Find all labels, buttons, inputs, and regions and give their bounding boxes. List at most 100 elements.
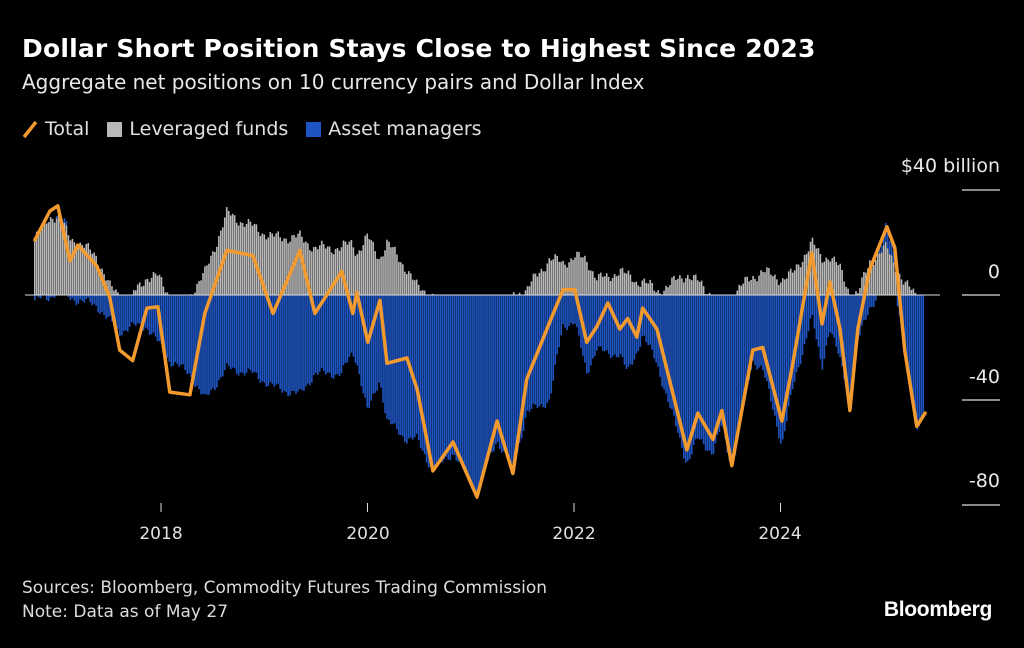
bar-leveraged-funds (635, 281, 638, 295)
bar-leveraged-funds (407, 271, 410, 295)
bar-asset-managers (344, 295, 347, 364)
y-tick-label: -40 (968, 366, 1000, 388)
bar-asset-managers (134, 295, 137, 326)
bar-asset-managers (487, 295, 489, 461)
bar-asset-managers (309, 295, 311, 386)
bar-leveraged-funds (269, 231, 272, 295)
bar-asset-managers (119, 295, 121, 336)
bar-leveraged-funds (81, 244, 84, 295)
bar-leveraged-funds (419, 290, 422, 295)
note-text: Note: Data as of May 27 (22, 602, 229, 622)
bar-leveraged-funds (144, 279, 147, 295)
bar-asset-managers (469, 295, 471, 483)
bar-leveraged-funds (613, 274, 616, 295)
bar-leveraged-funds (152, 272, 155, 295)
bar-asset-managers (787, 295, 790, 407)
bar-leveraged-funds (158, 274, 161, 295)
bar-leveraged-funds (206, 265, 208, 295)
bar-asset-managers (182, 295, 185, 365)
bar-asset-managers (548, 295, 551, 400)
bar-leveraged-funds (263, 234, 266, 295)
bar-asset-managers (780, 295, 782, 444)
bar-leveraged-funds (754, 278, 756, 295)
bar-asset-managers (744, 295, 746, 395)
bar-asset-managers (83, 295, 86, 303)
bar-leveraged-funds (200, 280, 202, 295)
bar-leveraged-funds (785, 278, 788, 295)
bar-leveraged-funds (299, 230, 301, 295)
bar-leveraged-funds (415, 279, 418, 295)
bar-leveraged-funds (645, 282, 648, 295)
bar-asset-managers (781, 295, 784, 440)
bar-asset-managers (81, 295, 84, 301)
bar-asset-managers (162, 295, 165, 352)
bar-leveraged-funds (366, 233, 369, 295)
bar-leveraged-funds (346, 244, 349, 295)
bar-leveraged-funds (360, 250, 363, 295)
bar-leveraged-funds (595, 280, 598, 295)
bar-asset-managers (443, 295, 446, 460)
bar-asset-managers (346, 295, 349, 363)
bar-leveraged-funds (686, 275, 689, 295)
bar-asset-managers (867, 295, 869, 316)
bar-leveraged-funds (592, 271, 594, 295)
bar-asset-managers (235, 295, 238, 374)
bar-leveraged-funds (910, 289, 913, 295)
bar-asset-managers (671, 295, 673, 410)
bar-asset-managers (305, 295, 307, 387)
bar-leveraged-funds (696, 280, 699, 295)
bar-asset-managers (831, 295, 834, 335)
bar-leveraged-funds (817, 248, 820, 295)
bar-asset-managers (869, 295, 871, 308)
bar-asset-managers (588, 295, 590, 373)
bar-asset-managers (445, 295, 448, 457)
bar-asset-managers (372, 295, 374, 394)
bar-leveraged-funds (37, 230, 40, 295)
bar-asset-managers (827, 295, 830, 338)
bar-leveraged-funds (621, 267, 624, 295)
bar-leveraged-funds (97, 265, 99, 295)
bar-asset-managers (261, 295, 264, 382)
bar-asset-managers (125, 295, 127, 331)
bar-asset-managers (117, 295, 119, 329)
bar-asset-managers (558, 295, 560, 348)
bar-leveraged-funds (643, 278, 646, 295)
bar-leveraged-funds (47, 222, 50, 295)
bar-leveraged-funds (615, 276, 618, 295)
bar-leveraged-funds (202, 273, 204, 295)
bar-asset-managers (675, 295, 677, 427)
bar-asset-managers (611, 295, 614, 357)
bar-asset-managers (103, 295, 105, 315)
bar-asset-managers (825, 295, 828, 346)
bar-asset-managers (874, 295, 877, 301)
bar-asset-managers (817, 295, 820, 347)
bar-asset-managers (186, 295, 188, 375)
bar-asset-managers (132, 295, 135, 324)
bar-asset-managers (740, 295, 743, 419)
bar-leveraged-funds (876, 253, 879, 295)
bar-asset-managers (364, 295, 367, 398)
bar-leveraged-funds (162, 286, 165, 295)
bar-asset-managers (265, 295, 268, 387)
bar-leveraged-funds (649, 279, 652, 295)
bar-leveraged-funds (681, 278, 683, 295)
bar-asset-managers (799, 295, 802, 365)
bar-leveraged-funds (271, 233, 274, 295)
bar-asset-managers (380, 295, 382, 388)
bar-asset-managers (623, 295, 626, 365)
bar-asset-managers (342, 295, 345, 366)
bar-asset-managers (392, 295, 394, 424)
bar-leveraged-funds (833, 256, 836, 295)
bar-asset-managers (730, 295, 733, 467)
bar-leveraged-funds (609, 281, 612, 295)
bar-leveraged-funds (799, 267, 802, 295)
bar-asset-managers (154, 295, 157, 337)
bar-asset-managers (720, 295, 723, 426)
bar-asset-managers (160, 295, 163, 344)
bar-asset-managers (491, 295, 493, 453)
bar-leveraged-funds (914, 292, 917, 295)
bar-asset-managers (754, 295, 756, 366)
bar-asset-managers (463, 295, 465, 471)
bar-asset-managers (592, 295, 594, 359)
bar-leveraged-funds (297, 233, 299, 295)
